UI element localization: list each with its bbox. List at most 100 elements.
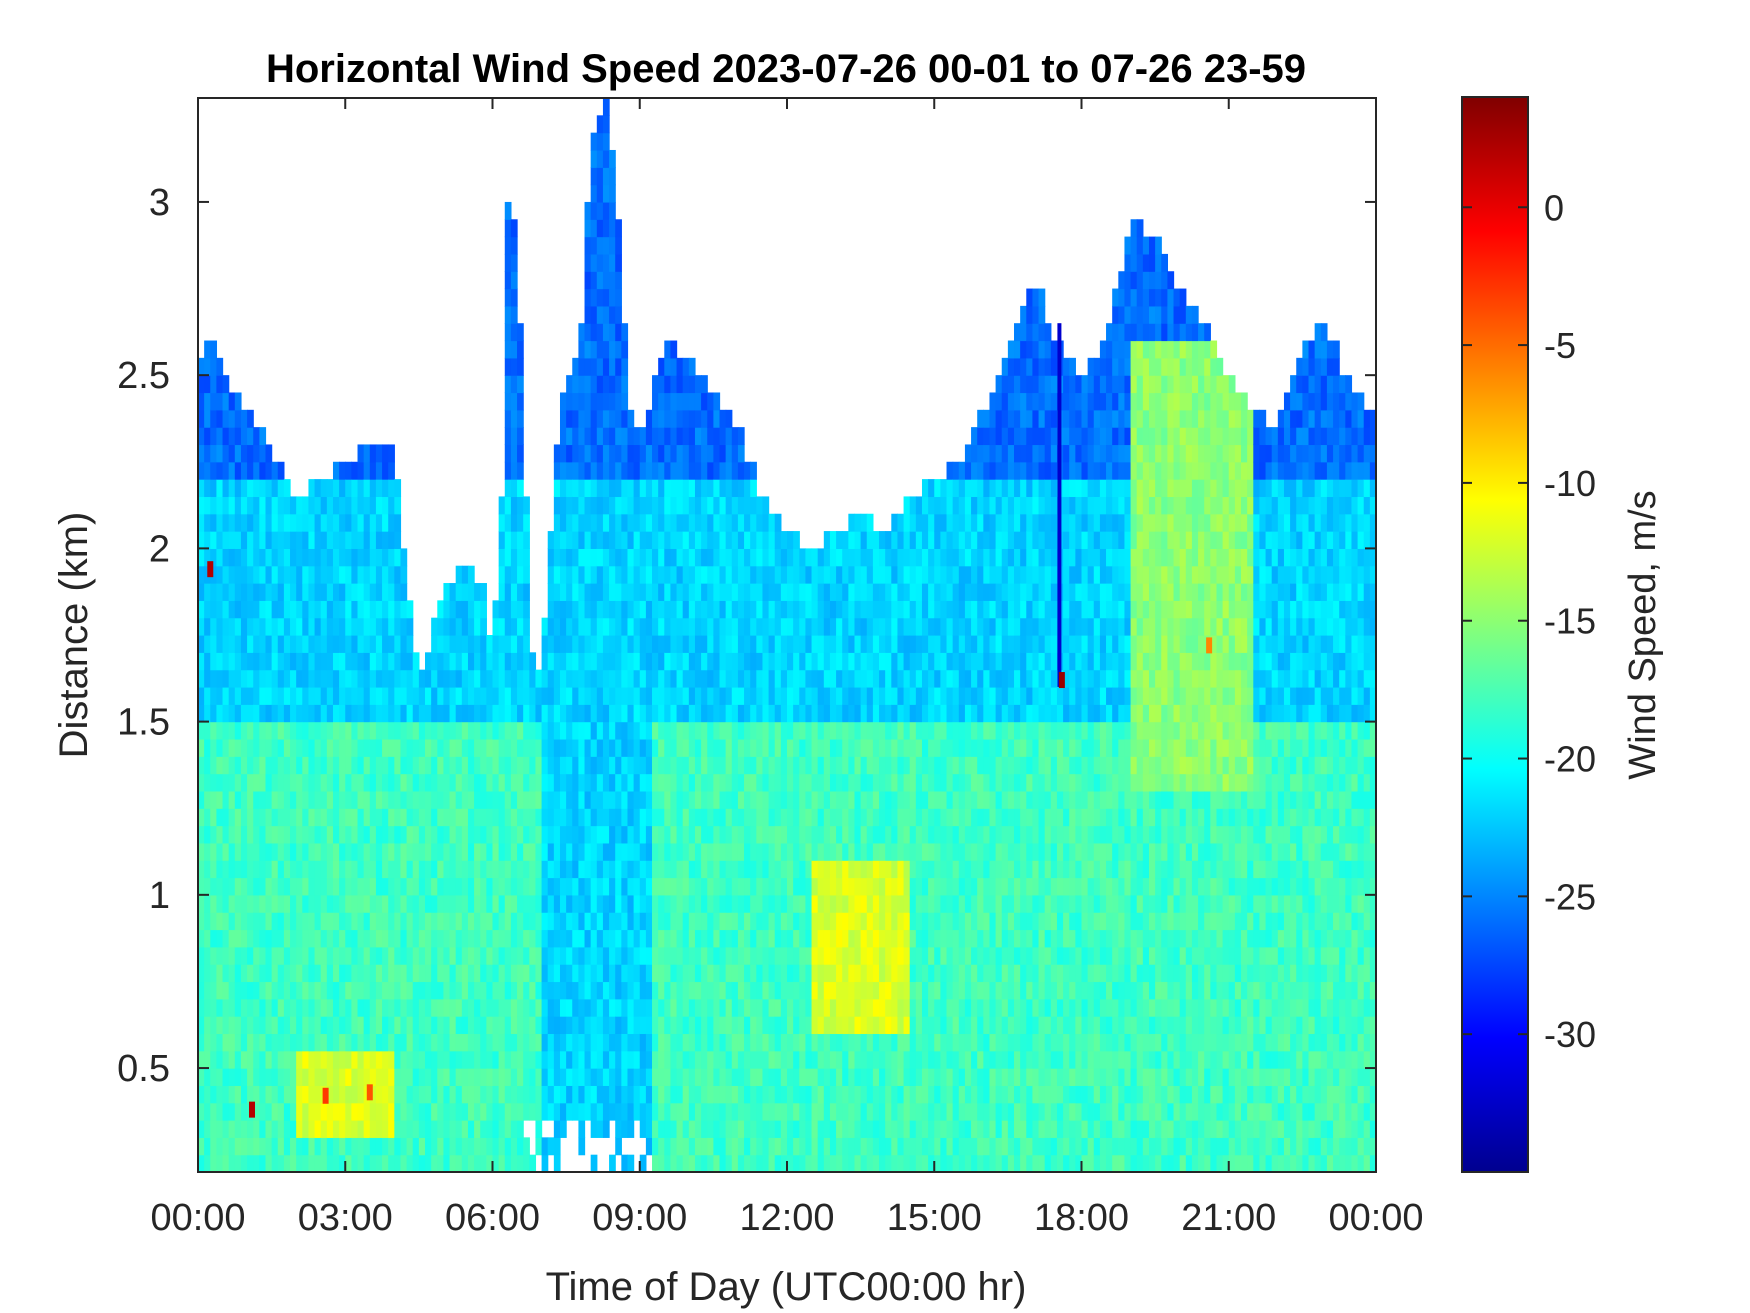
heatmap-cell bbox=[885, 1085, 892, 1104]
heatmap-cell bbox=[774, 704, 782, 723]
heatmap-cell bbox=[713, 1137, 721, 1156]
heatmap-cell bbox=[897, 1050, 905, 1069]
heatmap-cell bbox=[596, 790, 604, 809]
heatmap-cell bbox=[627, 583, 635, 601]
heatmap-cell bbox=[296, 1050, 303, 1069]
heatmap-cell bbox=[737, 912, 745, 931]
heatmap-cell bbox=[578, 444, 586, 463]
heatmap-cell bbox=[823, 877, 831, 896]
heatmap-cell bbox=[492, 1102, 500, 1121]
heatmap-cell bbox=[480, 981, 487, 1000]
heatmap-cell bbox=[240, 1154, 248, 1172]
heatmap-cell bbox=[866, 704, 874, 723]
heatmap-cell bbox=[425, 721, 432, 740]
heatmap-cell bbox=[682, 600, 690, 619]
heatmap-cell bbox=[204, 392, 211, 411]
heatmap-cell bbox=[204, 964, 211, 983]
heatmap-cell bbox=[461, 600, 469, 619]
heatmap-cell bbox=[829, 790, 837, 809]
heatmap-cell bbox=[198, 513, 205, 532]
heatmap-cell bbox=[369, 1137, 377, 1156]
heatmap-cell bbox=[676, 756, 684, 775]
heatmap-cell bbox=[222, 583, 230, 601]
heatmap-cell bbox=[621, 461, 629, 480]
heatmap-cell bbox=[842, 617, 849, 636]
heatmap-cell bbox=[271, 773, 279, 792]
heatmap-cell bbox=[529, 738, 537, 757]
heatmap-cell bbox=[406, 1068, 414, 1086]
heatmap-cell bbox=[302, 808, 310, 827]
heatmap-cell bbox=[369, 929, 377, 948]
heatmap-cell bbox=[517, 790, 524, 809]
heatmap-cell bbox=[866, 912, 874, 931]
heatmap-cell bbox=[455, 1016, 463, 1035]
heatmap-cell bbox=[645, 479, 653, 498]
heatmap-cell bbox=[707, 946, 714, 965]
heatmap-cell bbox=[694, 427, 702, 446]
heatmap-cell bbox=[467, 964, 475, 983]
heatmap-cell bbox=[744, 877, 751, 896]
heatmap-cell bbox=[805, 548, 813, 567]
heatmap-cell bbox=[437, 1016, 445, 1035]
heatmap-cell bbox=[793, 669, 800, 688]
heatmap-cell bbox=[762, 721, 770, 740]
heatmap-cell bbox=[259, 1068, 267, 1086]
heatmap-cell bbox=[265, 842, 273, 861]
heatmap-cell bbox=[658, 583, 665, 601]
heatmap-cell bbox=[216, 946, 224, 965]
heatmap-cell bbox=[872, 946, 880, 965]
heatmap-cell bbox=[198, 600, 205, 619]
heatmap-cell bbox=[744, 721, 751, 740]
heatmap-cell bbox=[474, 894, 481, 913]
heatmap-cell bbox=[584, 219, 592, 238]
heatmap-cell bbox=[553, 1085, 561, 1104]
heatmap-cell bbox=[694, 981, 702, 1000]
heatmap-cell bbox=[302, 583, 310, 601]
heatmap-cell bbox=[510, 738, 518, 757]
heatmap-cell bbox=[652, 635, 659, 653]
heatmap-cell bbox=[222, 773, 230, 792]
heatmap-cell bbox=[259, 617, 267, 636]
heatmap-cell bbox=[247, 1068, 254, 1086]
heatmap-cell bbox=[848, 548, 856, 567]
heatmap-cell bbox=[363, 686, 371, 705]
heatmap-cell bbox=[498, 1120, 506, 1138]
heatmap-cell bbox=[486, 773, 494, 792]
heatmap-cell bbox=[504, 652, 512, 671]
heatmap-cell bbox=[541, 998, 549, 1017]
heatmap-cell bbox=[885, 946, 892, 965]
heatmap-cell bbox=[609, 271, 616, 290]
heatmap-cell bbox=[578, 427, 586, 446]
heatmap-cell bbox=[222, 860, 230, 879]
heatmap-cell bbox=[780, 548, 788, 567]
heatmap-cell bbox=[461, 877, 469, 896]
heatmap-cell bbox=[498, 600, 506, 619]
heatmap-cell bbox=[780, 877, 788, 896]
heatmap-cell bbox=[302, 912, 310, 931]
heatmap-cell bbox=[559, 392, 567, 411]
heatmap-cell bbox=[418, 738, 426, 757]
heatmap-cell bbox=[228, 825, 236, 844]
heatmap-cell bbox=[854, 894, 862, 913]
heatmap-cell bbox=[517, 1154, 524, 1172]
heatmap-cell bbox=[259, 981, 267, 1000]
heatmap-cell bbox=[885, 929, 892, 948]
heatmap-cell bbox=[302, 513, 310, 532]
heatmap-cell bbox=[633, 496, 641, 515]
heatmap-cell bbox=[793, 635, 800, 653]
heatmap-cell bbox=[805, 583, 813, 601]
heatmap-cell bbox=[339, 894, 346, 913]
heatmap-cell bbox=[799, 842, 807, 861]
heatmap-cell bbox=[940, 929, 948, 948]
heatmap-cell bbox=[676, 652, 684, 671]
heatmap-cell bbox=[461, 756, 469, 775]
heatmap-cell bbox=[787, 825, 794, 844]
heatmap-cell bbox=[688, 427, 696, 446]
heatmap-cell bbox=[228, 756, 236, 775]
heatmap-cell bbox=[369, 479, 377, 498]
heatmap-cell bbox=[461, 738, 469, 757]
heatmap-cell bbox=[602, 721, 610, 740]
heatmap-cell bbox=[314, 583, 322, 601]
heatmap-cell bbox=[547, 565, 555, 584]
heatmap-cell bbox=[701, 738, 708, 757]
